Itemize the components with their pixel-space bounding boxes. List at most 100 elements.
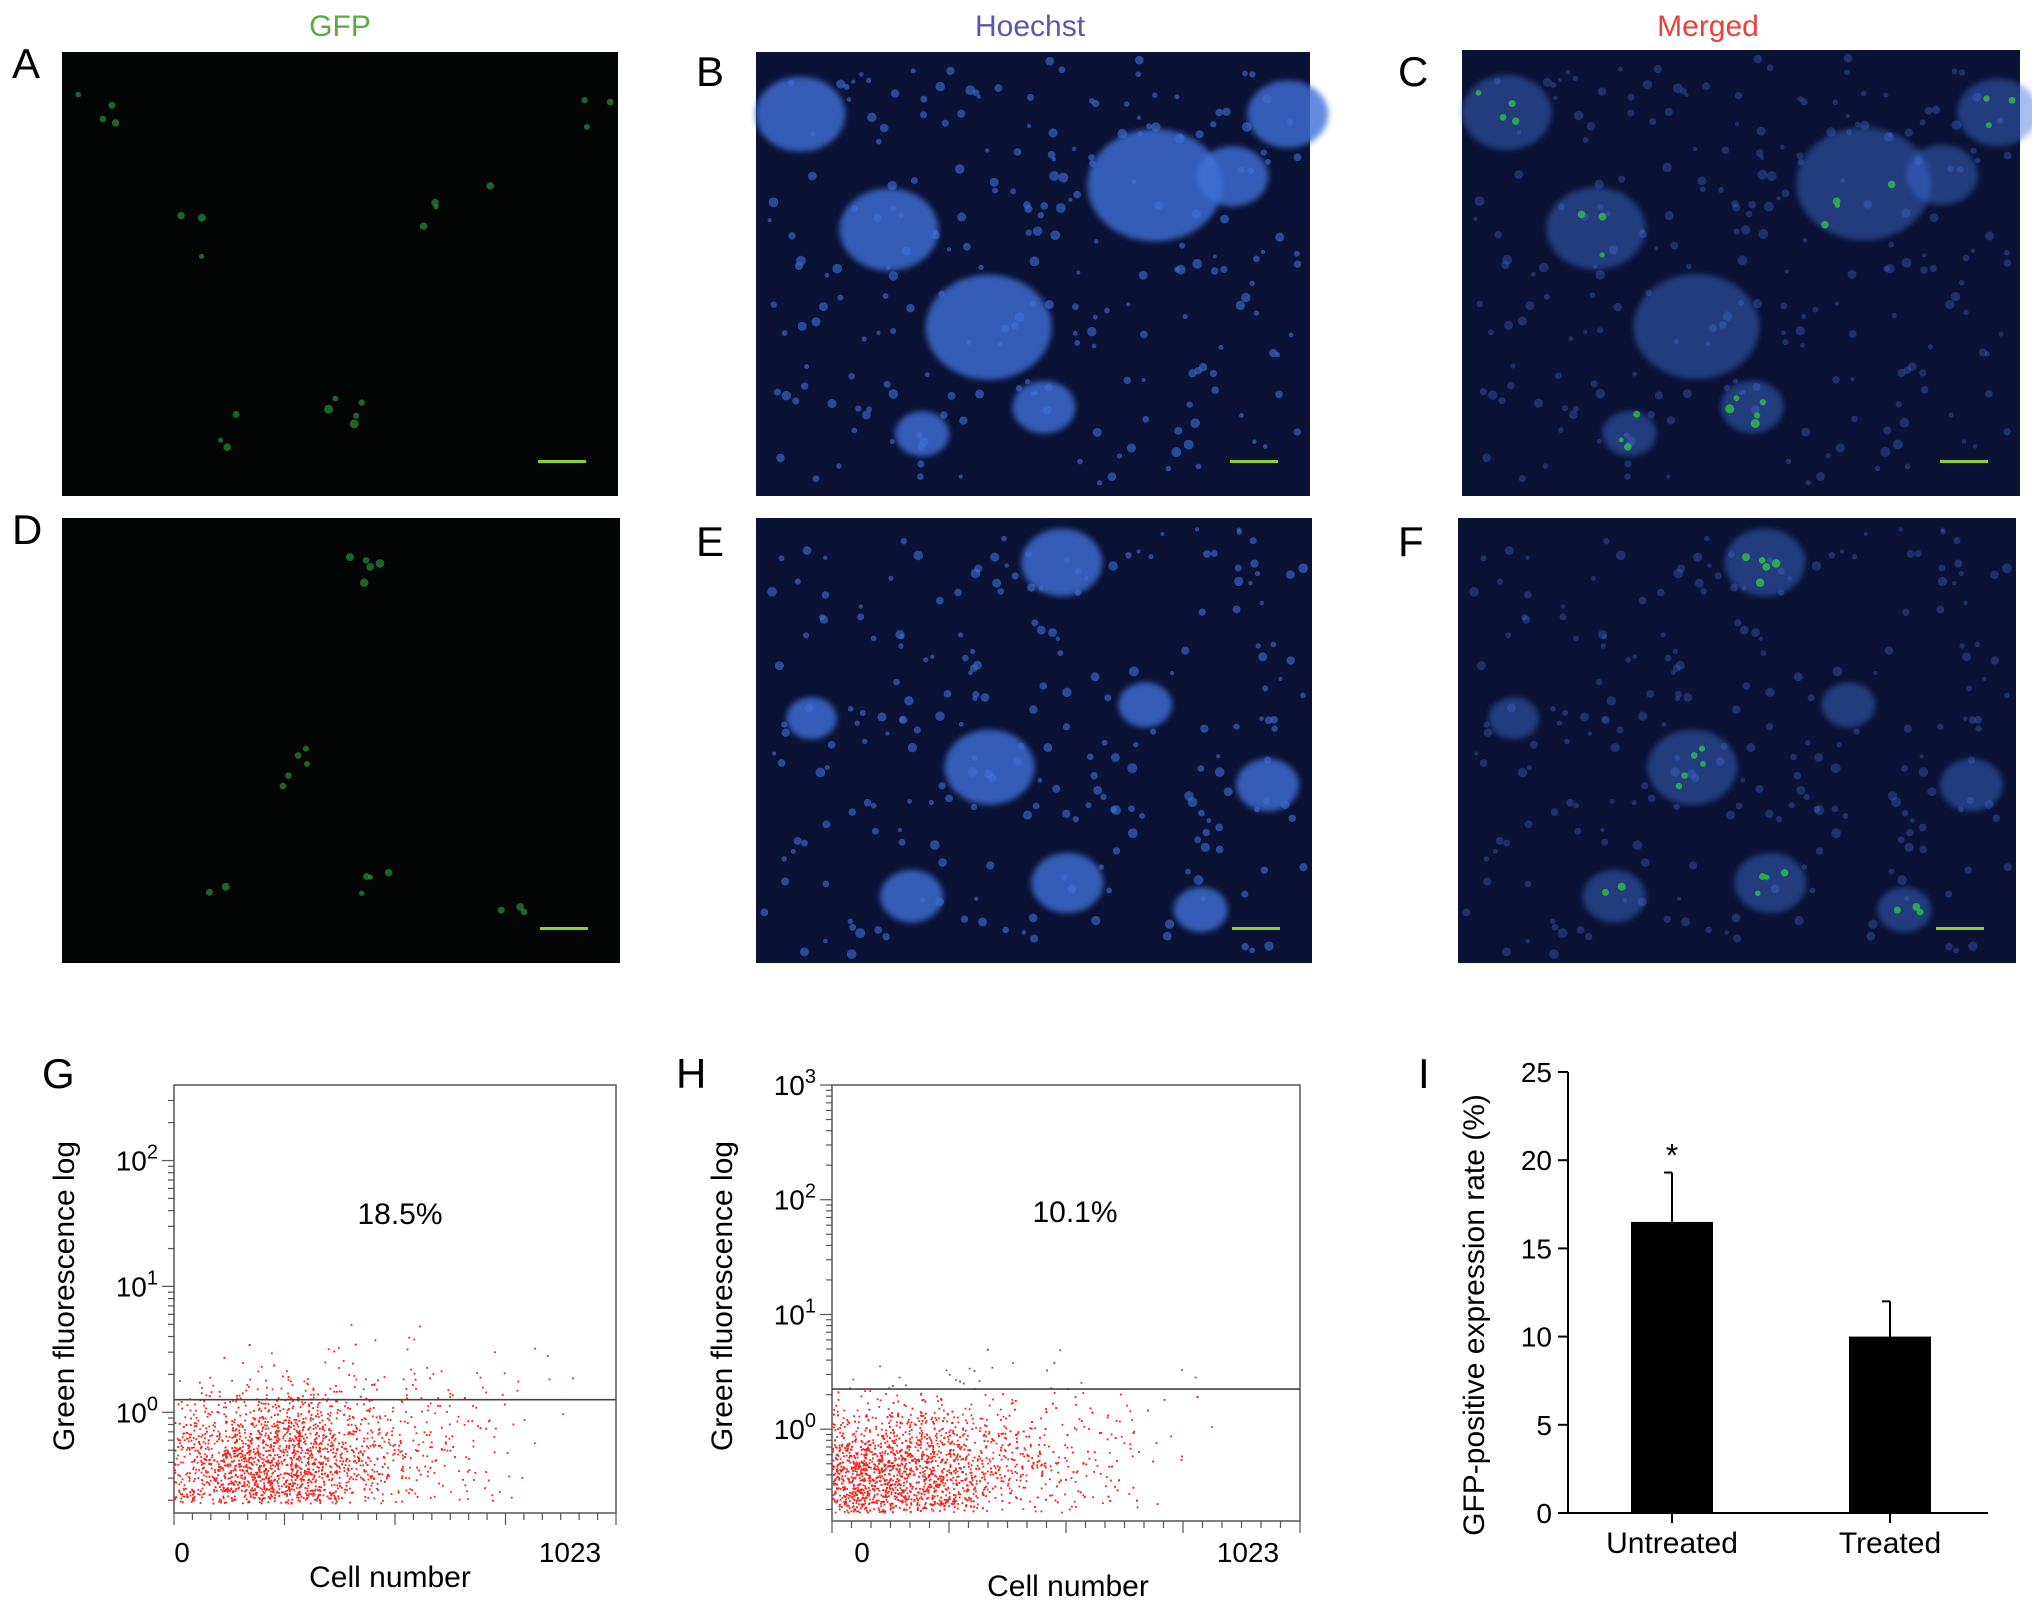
event-dot (324, 1423, 327, 1426)
event-dot (833, 1483, 835, 1486)
event-dot (900, 1492, 903, 1494)
event-dot (880, 1469, 883, 1472)
event-dot (288, 1416, 291, 1419)
event-dot (184, 1416, 187, 1419)
event-dot (904, 1489, 907, 1492)
event-dot (230, 1456, 233, 1459)
nucleus (1866, 931, 1876, 941)
event-dot (917, 1439, 920, 1442)
event-dot (845, 1502, 848, 1505)
event-dot (352, 1430, 355, 1433)
nucleus (1929, 264, 1937, 273)
nucleus (1880, 446, 1891, 457)
event-dot (333, 1471, 336, 1474)
event-dot (945, 1369, 948, 1372)
event-dot (281, 1462, 284, 1465)
nucleus (1714, 572, 1722, 580)
event-dot (288, 1489, 291, 1491)
event-dot (890, 1469, 893, 1471)
event-dot (262, 1426, 265, 1429)
nucleus (781, 721, 788, 728)
event-dot (863, 1497, 866, 1500)
event-dot (300, 1485, 302, 1488)
nucleus (1753, 54, 1763, 64)
nucleus (1766, 171, 1777, 182)
event-dot (841, 1422, 844, 1424)
event-dot (204, 1437, 206, 1440)
event-dot (832, 1497, 835, 1500)
event-dot (864, 1454, 867, 1457)
nucleus (1498, 397, 1506, 405)
gfp-cell (520, 908, 528, 916)
nucleus (929, 654, 935, 660)
event-dot (297, 1415, 300, 1417)
nuclei-cluster (1905, 144, 1978, 205)
event-dot (947, 1498, 950, 1501)
nucleus (819, 615, 829, 624)
event-dot (367, 1422, 370, 1425)
event-dot (875, 1468, 878, 1471)
event-dot (1007, 1482, 1010, 1485)
event-dot (296, 1477, 299, 1479)
event-dot (297, 1399, 300, 1402)
event-dot (1002, 1415, 1005, 1418)
event-dot (300, 1447, 303, 1449)
nucleus (781, 330, 788, 336)
event-dot (209, 1413, 212, 1416)
event-dot (1083, 1425, 1086, 1428)
event-dot (338, 1467, 341, 1469)
nucleus (1165, 465, 1172, 472)
nucleus (1027, 583, 1036, 592)
nucleus (1502, 947, 1512, 957)
panel-letter-d: D (12, 506, 42, 553)
event-dot (318, 1461, 321, 1464)
event-dot (920, 1443, 923, 1446)
nucleus (1937, 576, 1948, 587)
event-dot (923, 1479, 926, 1481)
event-dot (944, 1488, 947, 1490)
event-dot (893, 1475, 895, 1477)
event-dot (342, 1460, 345, 1463)
nucleus (916, 432, 923, 439)
event-dot (188, 1477, 191, 1480)
nucleus (1903, 724, 1913, 733)
nucleus (1984, 351, 1990, 357)
nucleus (954, 164, 965, 174)
nucleus (1654, 246, 1659, 251)
event-dot (270, 1494, 273, 1496)
event-dot (932, 1503, 935, 1506)
event-dot (412, 1384, 414, 1386)
event-dot (376, 1458, 379, 1461)
nucleus (1241, 292, 1251, 303)
event-dot (919, 1465, 921, 1467)
nucleus (1561, 604, 1566, 609)
event-dot (909, 1426, 911, 1429)
event-dot (246, 1483, 249, 1486)
event-dot (485, 1471, 488, 1473)
nucleus (1137, 130, 1144, 137)
event-dot (341, 1452, 343, 1455)
event-dot (862, 1469, 865, 1471)
nucleus (1945, 943, 1953, 951)
event-dot (466, 1470, 469, 1473)
event-dot (331, 1492, 334, 1495)
event-dot (180, 1445, 183, 1447)
event-dot (246, 1452, 249, 1454)
nucleus (1023, 201, 1031, 209)
event-dot (925, 1477, 928, 1480)
cell-layer (75, 91, 614, 451)
event-dot (401, 1467, 404, 1470)
event-dot (1038, 1443, 1040, 1446)
nucleus (882, 293, 889, 299)
event-dot (996, 1413, 999, 1416)
event-dot (320, 1414, 323, 1417)
nucleus (946, 66, 955, 76)
event-dot (881, 1422, 883, 1425)
nucleus (1922, 253, 1927, 258)
event-dot (298, 1445, 301, 1448)
event-dot (325, 1457, 327, 1460)
event-dot (836, 1470, 838, 1473)
nucleus (1062, 687, 1072, 698)
event-dot (873, 1463, 875, 1466)
nucleus (1286, 570, 1295, 580)
